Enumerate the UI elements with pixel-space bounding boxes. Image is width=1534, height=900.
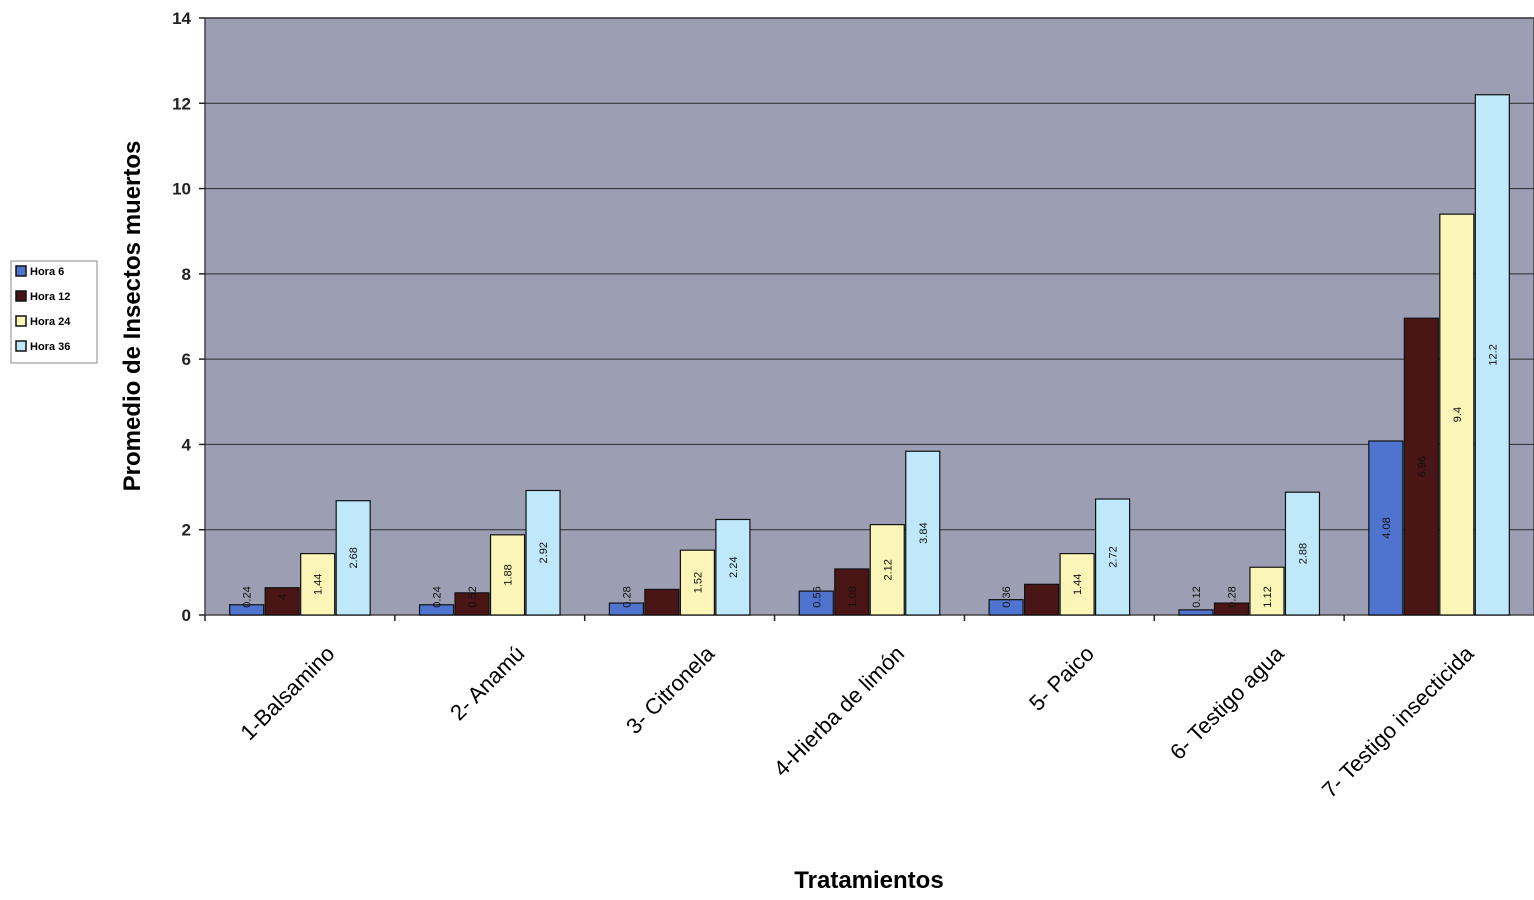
bar <box>834 568 870 616</box>
x-category-label: 3- Citronela <box>621 640 720 739</box>
y-tick-label: 14 <box>172 9 191 28</box>
data-label: 2.88 <box>1297 543 1309 564</box>
y-tick-label: 4 <box>182 435 192 454</box>
legend-entry: Hora 24 <box>30 316 71 328</box>
bar <box>1474 94 1510 616</box>
data-label: 0.24 <box>432 586 444 607</box>
bar <box>679 549 715 616</box>
data-label: 4 <box>277 594 289 600</box>
y-tick-label: 0 <box>182 606 191 625</box>
y-tick-label: 2 <box>182 521 191 540</box>
data-label: 0.28 <box>1226 586 1238 607</box>
x-category-label: 5- Paico <box>1024 641 1099 716</box>
bar <box>264 587 300 616</box>
data-label: 0.12 <box>1191 586 1203 607</box>
y-tick-label: 10 <box>172 180 191 199</box>
bar <box>988 599 1024 616</box>
bar <box>335 500 371 616</box>
data-labels: 0.24 4 1.44 2.68 0.24 0.52 1.88 2.92 0.28 1.52 2.2… <box>242 344 1500 608</box>
bar <box>300 552 336 616</box>
bar <box>1024 583 1060 616</box>
data-label: 3.84 <box>918 522 930 543</box>
bar <box>1213 602 1250 616</box>
data-label: 1.12 <box>1262 586 1274 607</box>
x-axis-title: Tratamientos <box>794 867 943 894</box>
y-tick-label: 12 <box>172 94 191 113</box>
data-label: 2.12 <box>882 559 894 580</box>
data-label: 2.92 <box>538 542 550 563</box>
data-label: 1.44 <box>313 574 325 595</box>
legend-swatch <box>15 290 27 302</box>
bar <box>1439 213 1475 616</box>
data-label: 1.88 <box>503 564 515 585</box>
y-tick-label: 8 <box>182 265 191 284</box>
bar <box>229 604 265 616</box>
legend-entry: Hora 6 <box>30 266 64 278</box>
data-label: 2.68 <box>348 547 360 568</box>
legend-entry: Hora 12 <box>30 291 70 303</box>
data-label: 6.96 <box>1416 456 1428 477</box>
bar <box>525 489 561 616</box>
bar <box>1284 491 1321 616</box>
bar <box>1178 609 1214 616</box>
bar <box>798 590 834 616</box>
x-category-label: 1-Balsamino <box>235 641 339 745</box>
data-label: 0.36 <box>1001 586 1013 607</box>
data-label: 4.08 <box>1381 517 1393 538</box>
data-label: 1.08 <box>847 586 859 607</box>
gridlines <box>205 17 1534 531</box>
bar <box>644 588 680 616</box>
x-category-label: 6- Testigo agua <box>1165 640 1289 764</box>
bar <box>1059 552 1095 616</box>
x-category-label: 4-Hierba de limón <box>769 641 909 781</box>
y-axis-title: Promedio de Insectos muertos <box>119 141 146 492</box>
legend-swatch <box>15 265 27 277</box>
bar <box>715 518 751 616</box>
data-label: 0.24 <box>242 586 254 607</box>
legend-swatch <box>15 315 27 327</box>
data-label: 1.44 <box>1072 574 1084 595</box>
data-label: 1.52 <box>692 572 704 593</box>
bar <box>1403 317 1439 616</box>
x-axis-categories: 1-Balsamino 2- Anamú 3- Citronela 4-Hierba … <box>204 615 1479 803</box>
legend-entry: Hora 36 <box>30 341 70 353</box>
data-label: 9.4 <box>1452 407 1464 422</box>
legend-swatch <box>15 340 27 352</box>
bar <box>608 602 644 616</box>
data-label: 0.28 <box>621 586 633 607</box>
data-label: 2.72 <box>1108 546 1120 567</box>
x-category-label: 7- Testigo insecticida <box>1317 640 1479 802</box>
y-axis-ticks: 0 2 4 6 8 10 12 14 <box>172 9 205 625</box>
bar <box>489 534 526 616</box>
data-label: 12.2 <box>1487 344 1499 365</box>
data-label: 0.52 <box>467 586 479 607</box>
bar <box>1368 440 1404 616</box>
bar <box>1249 566 1285 616</box>
bar <box>1095 498 1131 616</box>
x-category-label: 2- Anamú <box>445 641 529 725</box>
bar <box>869 523 905 616</box>
data-label: 0.56 <box>811 586 823 607</box>
legend: Hora 6 Hora 12 Hora 24 Hora 36 <box>10 260 98 364</box>
bars <box>229 94 1510 616</box>
bar <box>418 604 455 616</box>
bar <box>454 592 490 616</box>
y-tick-label: 6 <box>182 350 191 369</box>
plot-area <box>204 17 1534 616</box>
data-label: 2.24 <box>728 557 740 578</box>
bar <box>905 450 941 616</box>
